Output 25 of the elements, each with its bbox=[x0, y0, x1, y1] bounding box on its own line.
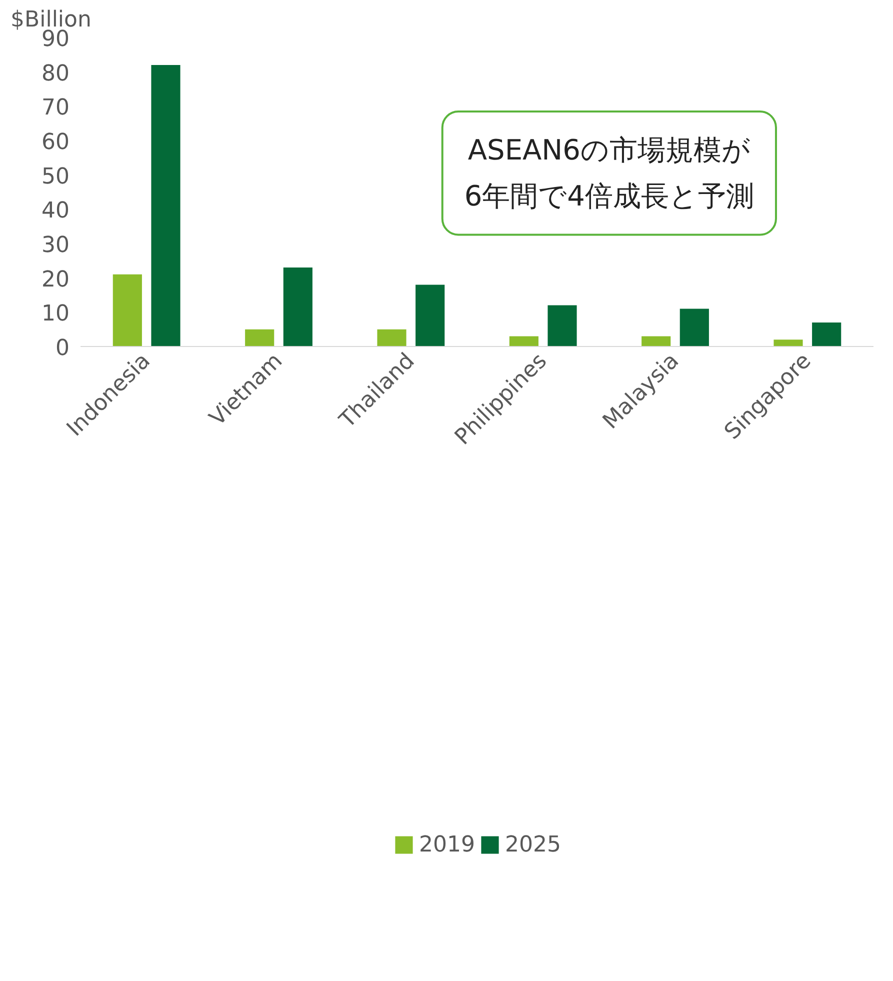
y-tick-label: 30 bbox=[42, 233, 70, 258]
y-tick-label: 80 bbox=[42, 61, 70, 86]
y-tick-label: 0 bbox=[56, 336, 70, 361]
bar bbox=[283, 268, 312, 346]
bar bbox=[112, 274, 142, 346]
bar bbox=[548, 305, 577, 346]
y-tick-label: 20 bbox=[42, 267, 70, 292]
bar bbox=[812, 322, 842, 346]
y-tick-label: 70 bbox=[42, 96, 70, 121]
bar bbox=[509, 336, 538, 346]
bar bbox=[377, 329, 406, 346]
y-tick-label: 40 bbox=[42, 198, 70, 224]
bar bbox=[416, 284, 445, 346]
y-tick-label: 50 bbox=[42, 164, 70, 190]
bar bbox=[245, 329, 274, 346]
annotation: ASEAN6の市場規模が 6年間で4倍成長と予測 bbox=[464, 134, 754, 213]
y-tick-label: 90 bbox=[42, 27, 70, 52]
bar bbox=[680, 308, 709, 346]
bar bbox=[642, 336, 671, 346]
bar bbox=[151, 64, 180, 346]
legend-label: 2019 bbox=[419, 832, 475, 858]
bar bbox=[774, 340, 803, 346]
y-tick-label: 10 bbox=[42, 302, 70, 327]
y-tick-label: 60 bbox=[42, 130, 70, 155]
legend-label: 2025 bbox=[505, 832, 561, 858]
